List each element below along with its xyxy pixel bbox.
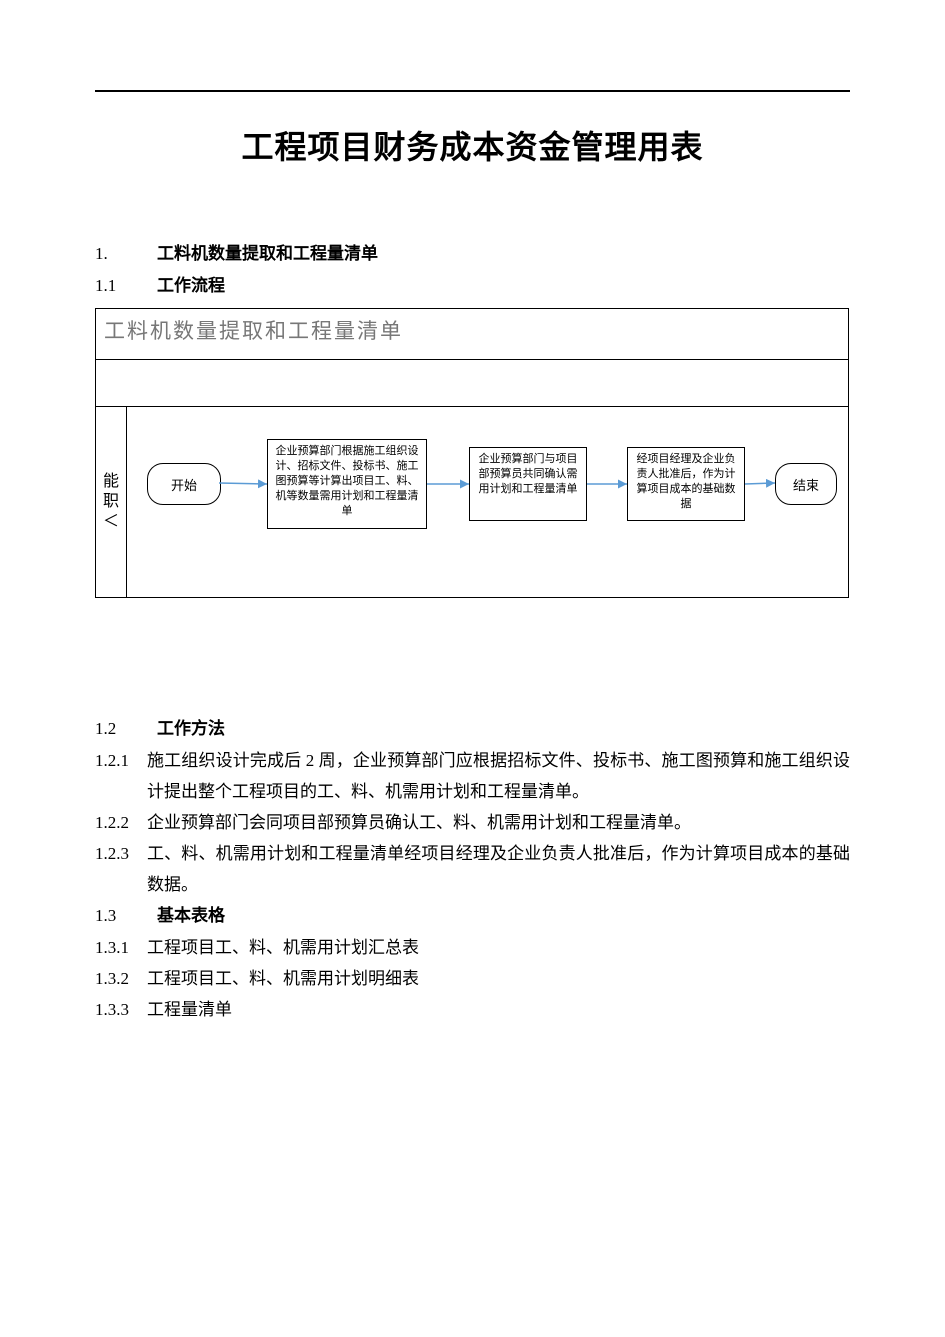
paragraph-1-3-2: 1.3.2 工程项目工、料、机需用计划明细表	[95, 963, 850, 994]
paragraph-1-2-2: 1.2.2 企业预算部门会同项目部预算员确认工、料、机需用计划和工程量清单。	[95, 807, 850, 838]
flowchart-title: 工料机数量提取和工程量清单	[96, 309, 848, 360]
para-number: 1.3.1	[95, 932, 147, 963]
section-number: 1.	[95, 238, 157, 270]
document-page: 工程项目财务成本资金管理用表 1. 工料机数量提取和工程量清单 1.1 工作流程…	[0, 0, 945, 1337]
section-1-heading: 1. 工料机数量提取和工程量清单	[95, 238, 850, 270]
document-title: 工程项目财务成本资金管理用表	[95, 122, 850, 168]
flowchart-lane-label: 能职＜	[96, 472, 126, 532]
section-1-3-heading: 1.3 基本表格	[95, 900, 850, 932]
paragraph-1-2-3: 1.2.3 工、料、机需用计划和工程量清单经项目经理及企业负责人批准后，作为计算…	[95, 838, 850, 900]
para-number: 1.3.2	[95, 963, 147, 994]
para-text: 企业预算部门会同项目部预算员确认工、料、机需用计划和工程量清单。	[147, 807, 850, 838]
para-number: 1.2.3	[95, 838, 147, 900]
para-number: 1.2.1	[95, 745, 147, 807]
paragraph-1-2-1: 1.2.1 施工组织设计完成后 2 周，企业预算部门应根据招标文件、投标书、施工…	[95, 745, 850, 807]
paragraph-1-3-1: 1.3.1 工程项目工、料、机需用计划汇总表	[95, 932, 850, 963]
section-label: 工作方法	[157, 713, 850, 745]
section-label: 工作流程	[157, 270, 850, 302]
body-text-block: 1.2 工作方法 1.2.1 施工组织设计完成后 2 周，企业预算部门应根据招标…	[95, 713, 850, 1025]
flow-arrows	[127, 407, 847, 597]
top-rule	[95, 90, 850, 92]
para-text: 施工组织设计完成后 2 周，企业预算部门应根据招标文件、投标书、施工图预算和施工…	[147, 745, 850, 807]
section-1-2-heading: 1.2 工作方法	[95, 713, 850, 745]
para-number: 1.2.2	[95, 807, 147, 838]
section-label: 工料机数量提取和工程量清单	[157, 238, 850, 270]
para-text: 工程项目工、料、机需用计划明细表	[147, 963, 850, 994]
paragraph-1-3-3: 1.3.3 工程量清单	[95, 994, 850, 1025]
flowchart-lane-row: 能职＜ 开始企业预算部门根据施工组织设计、招标文件、投标书、施工图预算等计算出项…	[96, 407, 848, 597]
section-number: 1.3	[95, 900, 157, 932]
section-label: 基本表格	[157, 900, 850, 932]
para-text: 工程项目工、料、机需用计划汇总表	[147, 932, 850, 963]
flowchart-canvas: 开始企业预算部门根据施工组织设计、招标文件、投标书、施工图预算等计算出项目工、料…	[127, 407, 848, 597]
flowchart-header-blank	[96, 360, 848, 407]
para-text: 工、料、机需用计划和工程量清单经项目经理及企业负责人批准后，作为计算项目成本的基…	[147, 838, 850, 900]
section-number: 1.2	[95, 713, 157, 745]
section-number: 1.1	[95, 270, 157, 302]
flowchart-lane-label-cell: 能职＜	[96, 407, 127, 597]
flowchart-container: 工料机数量提取和工程量清单 能职＜ 开始企业预算部门根据施工组织设计、招标文件、…	[95, 308, 849, 598]
section-1-1-heading: 1.1 工作流程	[95, 270, 850, 302]
para-number: 1.3.3	[95, 994, 147, 1025]
para-text: 工程量清单	[147, 994, 850, 1025]
